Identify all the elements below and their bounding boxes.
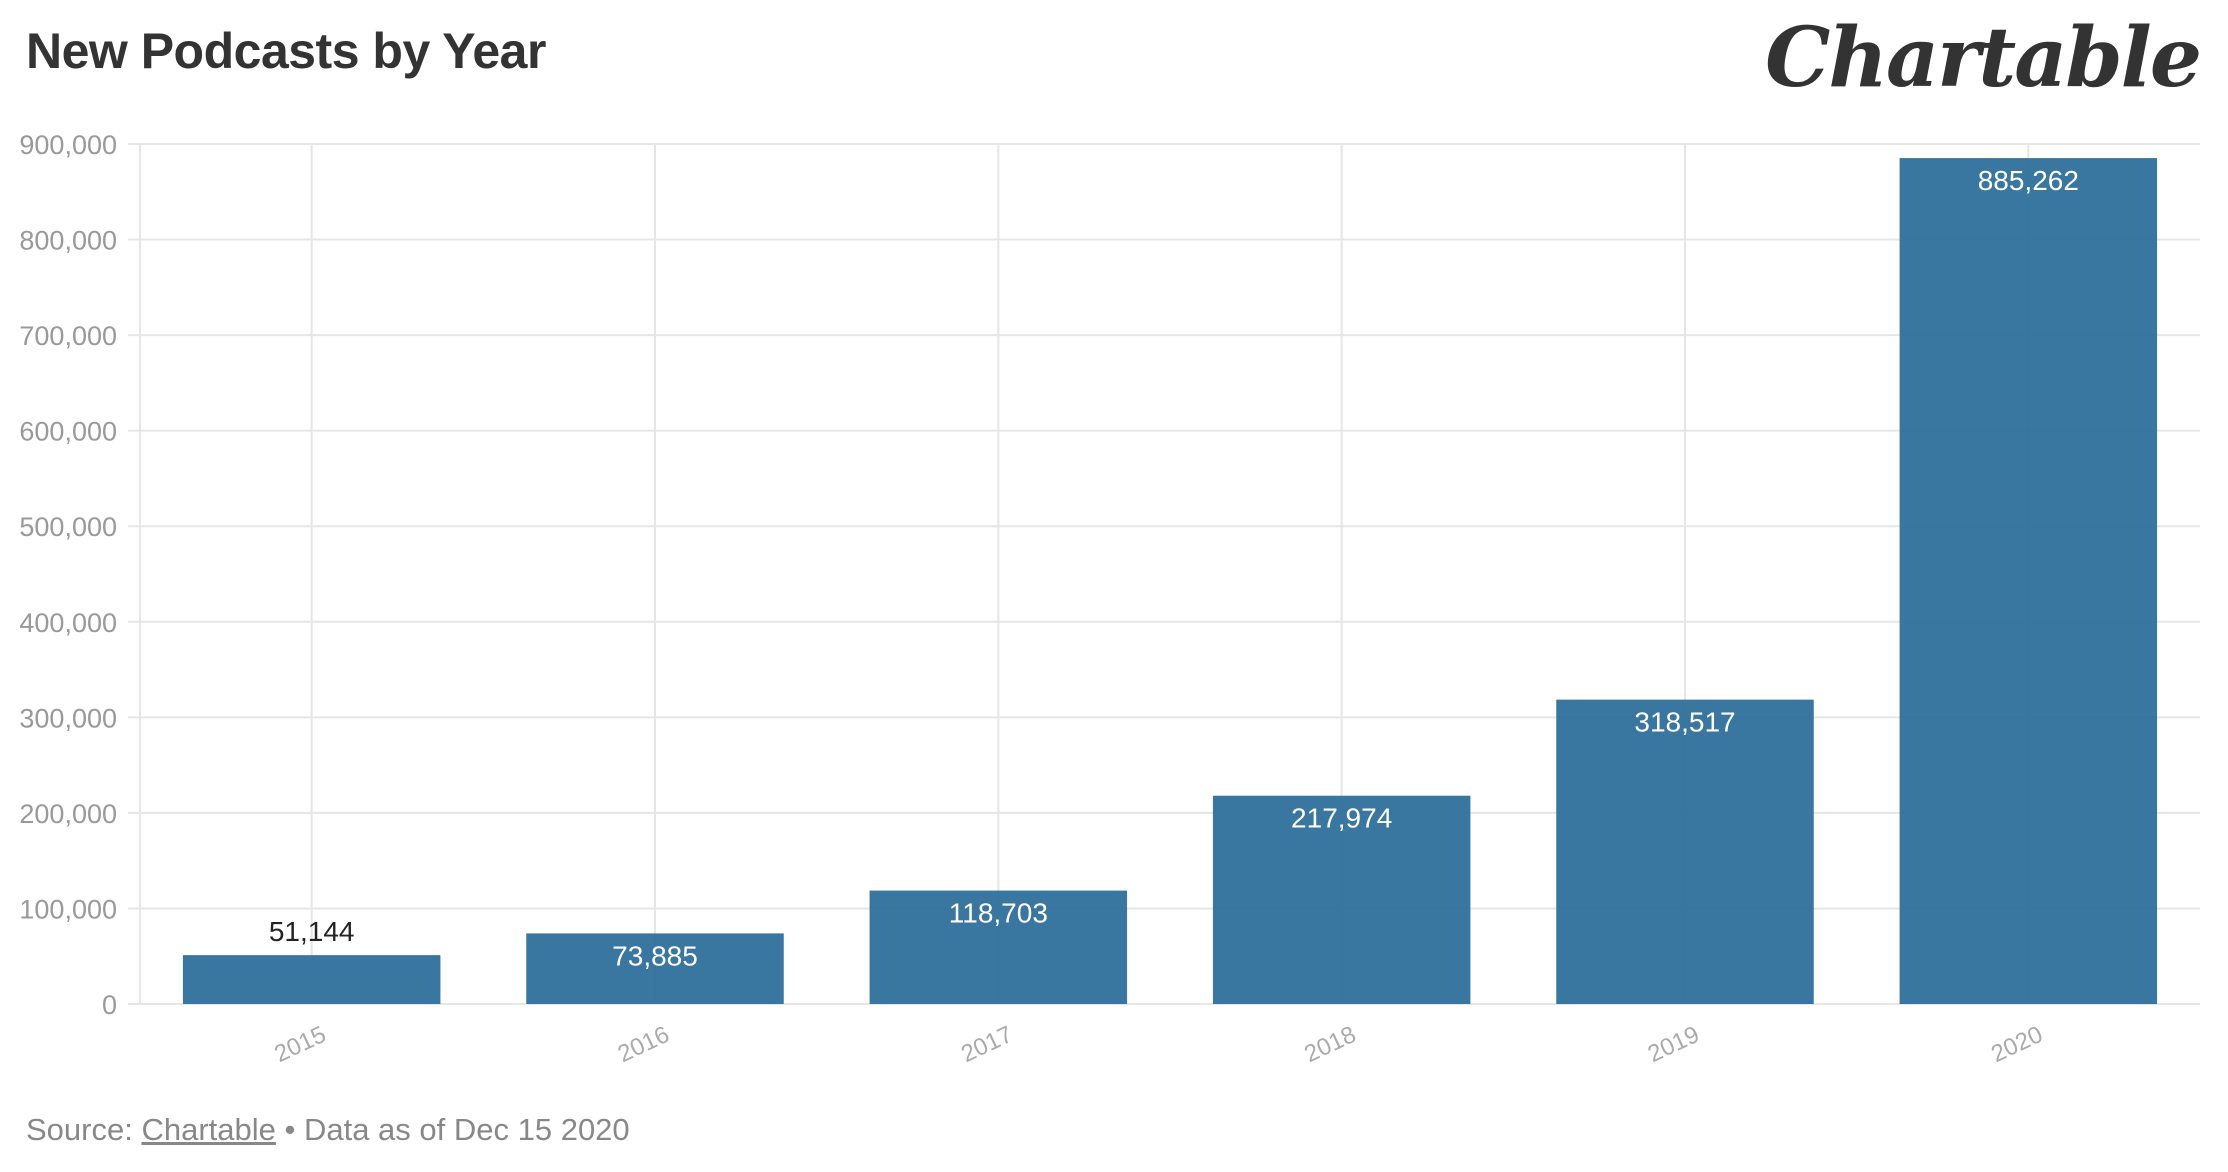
y-tick-label: 900,000	[19, 130, 117, 160]
bar-2018[interactable]	[1212, 795, 1471, 1004]
data-label-2015: 51,144	[269, 916, 355, 947]
y-tick-label: 0	[102, 990, 117, 1020]
bar-2020[interactable]	[1899, 158, 2158, 1004]
chartable-logo[interactable]: Chartable	[1765, 10, 2202, 106]
y-tick-label: 300,000	[19, 703, 117, 733]
x-tick-label: 2015	[270, 1021, 330, 1068]
y-tick-label: 500,000	[19, 512, 117, 542]
x-tick-label: 2019	[1644, 1021, 1704, 1068]
bar-2019[interactable]	[1556, 699, 1814, 1004]
bar-chart: 0 100,000 200,000 300,000 400,000 500,000 600,…	[19, 130, 2200, 1068]
data-label-2018: 217,974	[1291, 803, 1392, 834]
x-tick-label: 2016	[614, 1021, 674, 1068]
bar-2015[interactable]	[182, 955, 441, 1004]
bar-2016[interactable]	[526, 933, 784, 1004]
bar-2017[interactable]	[869, 890, 1128, 1004]
y-tick-label: 400,000	[19, 608, 117, 638]
grid-lines	[128, 143, 2200, 1005]
x-axis-labels: 2015 2016 2017 2018 2019 2020	[270, 1021, 2046, 1068]
y-tick-label: 200,000	[19, 799, 117, 829]
chart-title: New Podcasts by Year	[26, 23, 546, 79]
y-tick-label: 800,000	[19, 226, 117, 256]
data-label-2017: 118,703	[949, 898, 1048, 929]
data-label-2019: 318,517	[1634, 707, 1735, 738]
source-prefix: Source:	[26, 1112, 142, 1147]
y-tick-label: 100,000	[19, 894, 117, 924]
x-tick-label: 2017	[957, 1021, 1017, 1068]
y-tick-label: 600,000	[19, 417, 117, 447]
data-labels: 51,144 73,885 118,703 217,974 318,517 885,262	[269, 165, 2079, 971]
source-footer: Source: Chartable • Data as of Dec 15 20…	[26, 1112, 630, 1148]
bars	[182, 158, 2158, 1004]
x-tick-label: 2018	[1300, 1021, 1360, 1068]
data-date-note: • Data as of Dec 15 2020	[275, 1112, 630, 1147]
data-label-2020: 885,262	[1978, 165, 2079, 196]
y-axis-labels: 0 100,000 200,000 300,000 400,000 500,000 600,…	[19, 130, 117, 1020]
x-tick-label: 2020	[1987, 1021, 2047, 1068]
data-label-2016: 73,885	[612, 940, 698, 971]
source-link[interactable]: Chartable	[141, 1112, 276, 1147]
y-tick-label: 700,000	[19, 321, 117, 351]
